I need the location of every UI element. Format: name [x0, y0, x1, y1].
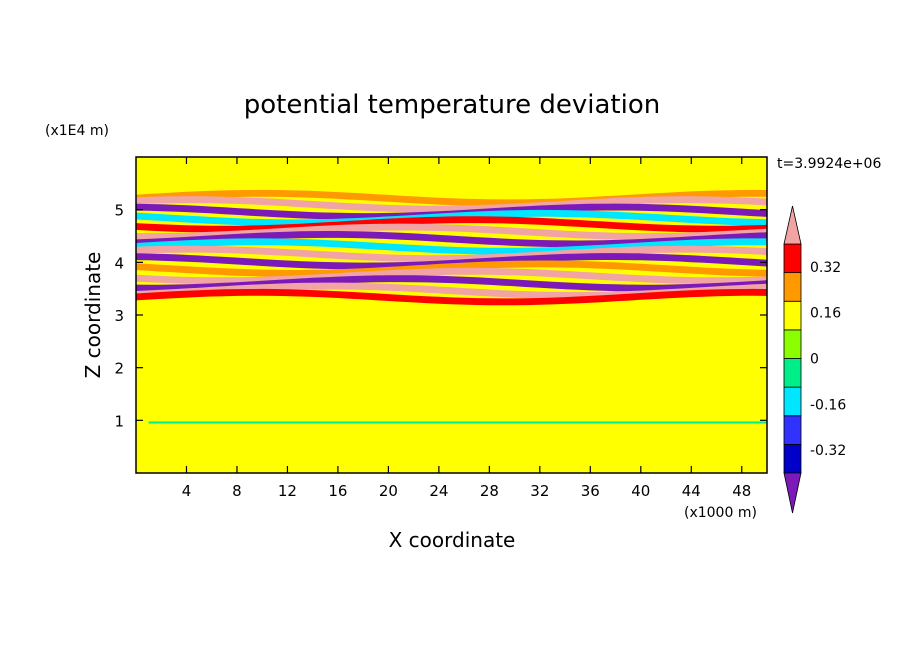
field-band [136, 288, 767, 306]
colorbar-tick-label: 0.32 [810, 260, 841, 276]
y-tick-label: 3 [114, 307, 124, 325]
x-tick-label: 28 [480, 482, 499, 500]
x-axis: 4 8 12 16 20 24 28 32 36 40 44 48 [182, 157, 751, 500]
colorbar-swatch [783, 243, 802, 274]
colorbar-swatch [783, 386, 802, 417]
y-axis-label: Z coordinate [81, 252, 105, 379]
y-tick-label: 5 [114, 202, 124, 220]
field-band [136, 275, 767, 292]
x-tick-label: 32 [530, 482, 549, 500]
colorbar: 0.32 0.16 0 -0.16 -0.32 [783, 205, 846, 514]
x-tick-label: 48 [732, 482, 751, 500]
plot-area [136, 157, 767, 473]
x-unit-label: (x1000 m) [684, 505, 757, 521]
field-contour [136, 342, 767, 361]
colorbar-under-arrow [783, 472, 802, 514]
time-label: t=3.9924e+06 [777, 156, 881, 172]
colorbar-swatch [783, 300, 802, 331]
x-tick-label: 4 [182, 482, 192, 500]
x-tick-label: 24 [429, 482, 448, 500]
x-tick-label: 44 [682, 482, 701, 500]
x-tick-label: 36 [581, 482, 600, 500]
x-tick-label: 16 [328, 482, 347, 500]
colorbar-tick-label: 0 [810, 352, 819, 368]
field-contour [136, 437, 767, 456]
x-axis-label: X coordinate [389, 528, 516, 552]
colorbar-over-arrow [783, 205, 802, 245]
x-tick-label: 40 [631, 482, 650, 500]
field-contour [136, 306, 767, 324]
y-tick-label: 2 [114, 360, 124, 378]
y-axis: 1 2 3 4 5 [114, 202, 767, 430]
field-contour [136, 321, 767, 340]
y-tick-label: 4 [114, 254, 124, 272]
y-tick-label: 1 [114, 412, 124, 430]
colorbar-swatch [783, 358, 802, 388]
field-band [136, 245, 767, 263]
field-band [136, 203, 767, 220]
field-band [136, 223, 767, 240]
colorbar-swatch [783, 415, 802, 445]
field-band [136, 282, 767, 299]
field-contour [136, 385, 767, 403]
colorbar-swatch [783, 272, 802, 302]
colorbar-tick-label: -0.32 [810, 443, 846, 459]
x-tick-label: 20 [379, 482, 398, 500]
field-band [136, 253, 767, 270]
field-contour [136, 411, 767, 430]
colorbar-tick-label: -0.16 [810, 397, 846, 413]
colorbar-swatch [783, 329, 802, 359]
colorbar-swatch [783, 443, 802, 474]
colorbar-tick-label: 0.16 [810, 306, 841, 322]
chart-title: potential temperature deviation [244, 90, 660, 120]
field-band [136, 231, 767, 248]
y-unit-label: (x1E4 m) [45, 123, 109, 139]
field-contour [136, 364, 767, 382]
x-tick-label: 12 [278, 482, 297, 500]
x-tick-label: 8 [232, 482, 242, 500]
field-band [136, 196, 767, 213]
